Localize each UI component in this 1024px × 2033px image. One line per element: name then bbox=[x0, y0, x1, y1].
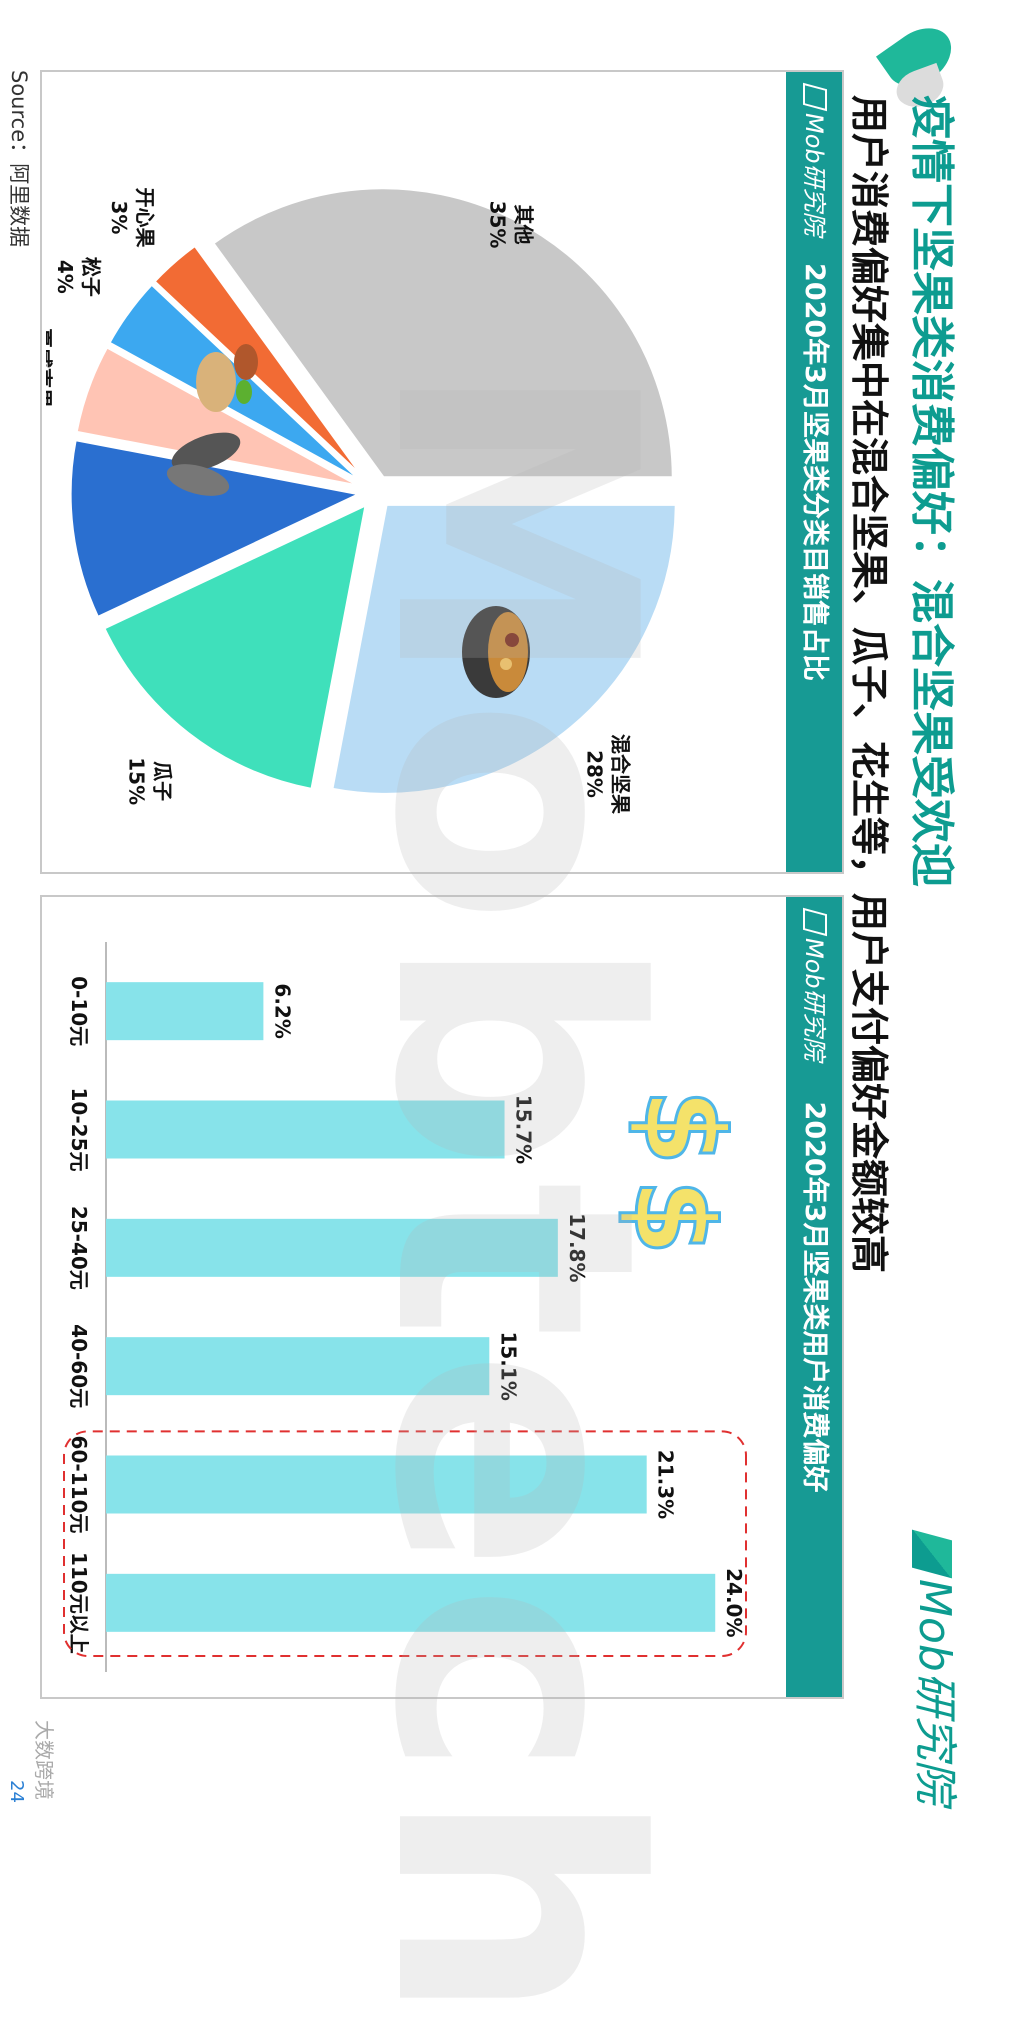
pie-category-label: 开心果 bbox=[133, 187, 157, 247]
bar bbox=[106, 1218, 558, 1277]
svg-text:$: $ bbox=[610, 1179, 738, 1256]
brand-logo: Mob研究院 bbox=[899, 1529, 969, 1804]
pie-panel-header: Mob研究院 2020年3月坚果类分类目销售占比 bbox=[786, 72, 842, 872]
bar-value-label: 17.8% bbox=[565, 1213, 589, 1282]
x-tick-label: 10-25元 bbox=[67, 1088, 91, 1172]
bar bbox=[106, 982, 264, 1041]
pie-slice bbox=[151, 243, 367, 482]
bar-value-label: 15.1% bbox=[496, 1331, 520, 1400]
pie-category-label: 松子 bbox=[79, 257, 103, 297]
slide: 疫情下坚果类消费偏好：混合坚果受欢迎 用户消费偏好集中在混合坚果、瓜子、花生等，… bbox=[6, 16, 969, 2033]
page-number: 24 bbox=[6, 1780, 27, 1803]
bar-value-label: 15.7% bbox=[512, 1095, 536, 1164]
pie-value-label: 3% bbox=[107, 200, 131, 234]
highlight-box bbox=[63, 1430, 747, 1657]
bar bbox=[105, 1573, 716, 1632]
dollar-sign-icon: $$ bbox=[609, 1087, 750, 1257]
sub-title: 用户消费偏好集中在混合坚果、瓜子、花生等，用户支付偏好金额较高 bbox=[847, 95, 891, 1274]
bar bbox=[106, 1100, 505, 1159]
x-tick-label: 0-10元 bbox=[67, 976, 91, 1046]
pie-panel: Mob研究院 2020年3月坚果类分类目销售占比 混合坚果28%瓜子15%花生1… bbox=[40, 70, 844, 874]
bar-value-label: 24.0% bbox=[722, 1568, 746, 1637]
peanut-icon bbox=[196, 344, 258, 412]
pie-value-label: 28% bbox=[582, 750, 606, 798]
mob-logo-icon bbox=[912, 1529, 952, 1579]
x-tick-label: 60-110元 bbox=[67, 1436, 91, 1534]
pie-category-label: 夏威夷果 bbox=[46, 328, 55, 408]
mixed-nuts-bowl-icon bbox=[462, 606, 530, 698]
pie-slice bbox=[101, 502, 369, 792]
pie-slice bbox=[210, 186, 675, 480]
bar-value-label: 6.2% bbox=[270, 983, 294, 1038]
pie-value-label: 15% bbox=[125, 757, 149, 805]
svg-text:$: $ bbox=[620, 1089, 748, 1166]
main-title: 疫情下坚果类消费偏好：混合坚果受欢迎 bbox=[906, 95, 957, 887]
bar-value-label: 21.3% bbox=[654, 1450, 678, 1519]
pie-slice bbox=[68, 437, 365, 620]
bar-panel-header: Mob研究院 2020年3月坚果类用户消费偏好 bbox=[786, 897, 842, 1697]
bar bbox=[106, 1337, 490, 1396]
pie-slice bbox=[106, 281, 365, 484]
x-tick-label: 40-60元 bbox=[67, 1324, 91, 1408]
pie-chart-title: 2020年3月坚果类分类目销售占比 bbox=[799, 263, 830, 681]
x-tick-label: 25-40元 bbox=[67, 1206, 91, 1290]
pie-value-label: 35% bbox=[485, 201, 509, 249]
bar-chart: $$6.2%0-10元15.7%10-25元17.8%25-40元15.1%40… bbox=[63, 942, 750, 1672]
corner-watermark: 大数跨境 bbox=[32, 1720, 56, 1800]
bar bbox=[105, 1455, 647, 1514]
source-note: Source：阿里数据 bbox=[7, 70, 31, 248]
sunflower-seed-icon bbox=[166, 432, 241, 496]
pie-category-label: 其他 bbox=[511, 205, 535, 245]
pie-category-label: 瓜子 bbox=[151, 761, 175, 801]
pie-value-label: 4% bbox=[53, 260, 77, 294]
pie-slice bbox=[74, 344, 362, 489]
bar-panel: Mob研究院 2020年3月坚果类用户消费偏好 $ $6.2% 0-10元 15.7%… bbox=[40, 895, 844, 1699]
bar-chart-title: 2020年3月坚果类用户消费偏好 bbox=[799, 1101, 830, 1493]
x-tick-label: 110元以上 bbox=[67, 1552, 91, 1654]
pie-category-label: 混合坚果 bbox=[608, 734, 632, 814]
brand-logo-text: Mob研究院 bbox=[909, 1579, 960, 1804]
